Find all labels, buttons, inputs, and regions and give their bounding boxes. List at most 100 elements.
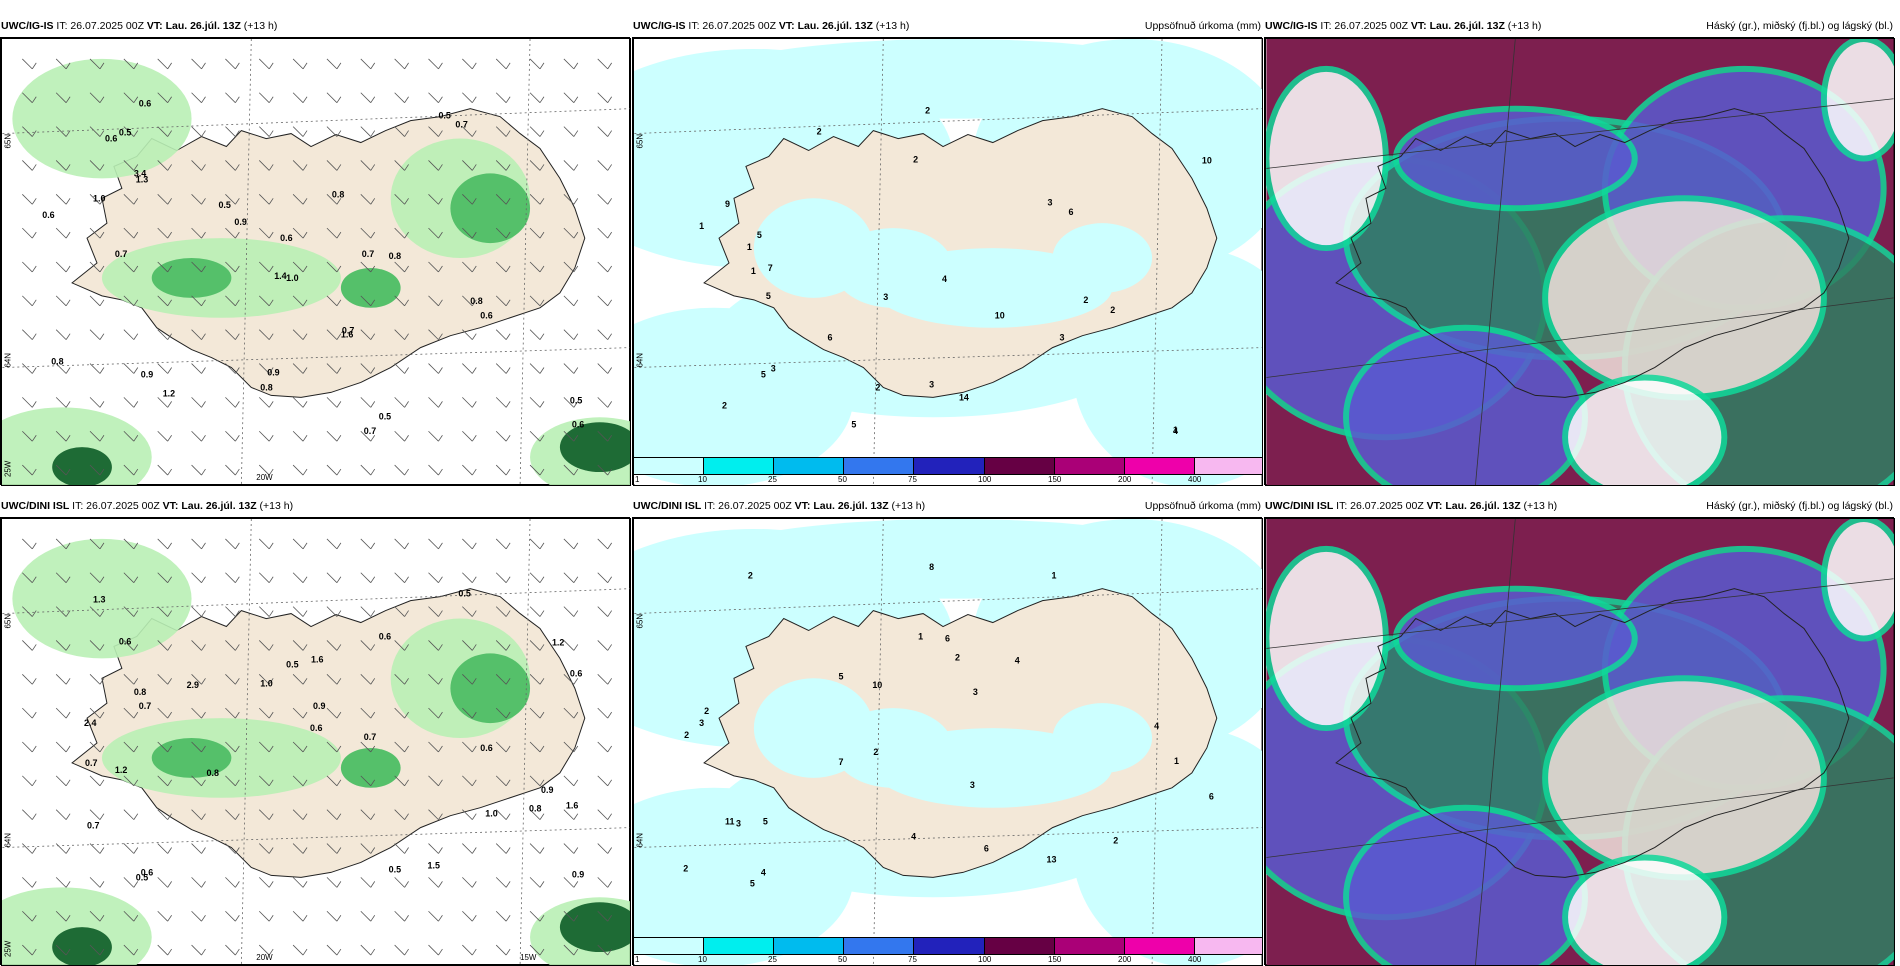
wind-barb <box>495 640 511 651</box>
wind-barb <box>191 126 206 137</box>
wind-barb <box>529 464 545 476</box>
wind-barb <box>394 363 409 374</box>
value-label: 2 <box>684 730 689 740</box>
panel-header: UWC/IG-IS IT: 26.07.2025 00Z VT: Lau. 26… <box>1265 16 1895 36</box>
wind-barb <box>394 910 409 922</box>
precip-area <box>2 407 152 485</box>
wind-barb <box>428 775 443 787</box>
value-label: 1.0 <box>260 678 272 688</box>
wind-barb <box>597 707 613 719</box>
value-label: 0.6 <box>141 867 153 877</box>
wind-barb <box>225 363 240 374</box>
wind-barb <box>563 160 579 171</box>
wind-barb <box>191 741 206 753</box>
value-label: 1.2 <box>163 388 175 398</box>
wind-barb <box>225 58 240 70</box>
precip-core <box>559 902 630 953</box>
wind-barb <box>462 843 477 854</box>
wind-barb <box>563 397 579 408</box>
wind-barb <box>360 572 376 583</box>
wind-barb <box>22 538 37 550</box>
wind-barb <box>191 160 206 171</box>
wind-barb <box>394 707 409 719</box>
model-name: UWC/IG-IS <box>633 20 686 32</box>
wind-barb <box>563 877 579 888</box>
wind-barb <box>495 572 511 583</box>
wind-barb <box>462 877 477 888</box>
wind-barb <box>462 707 477 719</box>
wind-barb <box>22 261 37 273</box>
wind-barb <box>55 538 71 550</box>
wind-barb <box>157 707 172 719</box>
colorbar-tick: 50 <box>838 475 847 484</box>
wind-barb <box>597 877 613 888</box>
wind-barb <box>292 606 308 617</box>
wind-barb <box>123 910 139 922</box>
wind-barb <box>22 606 37 617</box>
model-name: UWC/DINI ISL <box>1265 500 1334 512</box>
value-label: 10 <box>995 311 1005 321</box>
wind-barb <box>89 58 105 70</box>
wind-barb <box>55 775 71 787</box>
init-time: IT: 26.07.2025 00Z <box>1336 500 1424 512</box>
wind-barb <box>563 363 579 374</box>
colorbar-tick: 50 <box>838 955 847 964</box>
wind-barb <box>563 809 579 820</box>
wind-barb <box>258 910 274 922</box>
wind-barb <box>292 227 308 239</box>
precip-area <box>1052 223 1153 293</box>
wind-barb <box>326 606 342 617</box>
colorbar-tick: 400 <box>1188 475 1202 484</box>
value-label: 5 <box>838 671 843 681</box>
map-panel-6: UWC/DINI ISL IT: 26.07.2025 00Z VT: Lau.… <box>1264 500 1895 966</box>
wind-barb <box>157 606 172 617</box>
colorbar-swatch <box>844 938 915 954</box>
wind-barb <box>258 674 274 685</box>
wind-barb <box>157 430 172 442</box>
value-label: 0.7 <box>342 326 354 336</box>
wind-barb <box>597 430 613 442</box>
panel-header: UWC/DINI ISL IT: 26.07.2025 00Z VT: Lau.… <box>1 496 631 516</box>
wind-barb <box>563 126 579 137</box>
wind-barb <box>495 430 511 442</box>
wind-barb <box>22 329 37 340</box>
wind-barb <box>89 261 105 273</box>
value-label: 1 <box>1174 756 1179 766</box>
lat-label: 65N <box>3 614 12 629</box>
value-label: 1 <box>699 221 704 231</box>
wind-barb <box>225 843 240 854</box>
colorbar-tick: 1 <box>635 955 640 964</box>
wind-barb <box>394 674 409 685</box>
wind-barb <box>529 194 545 205</box>
wind-barb <box>258 92 274 103</box>
wind-barb <box>495 126 511 137</box>
wind-barb <box>529 775 545 787</box>
wind-barb <box>225 92 240 103</box>
value-label: 2 <box>748 571 753 581</box>
wind-barb <box>360 227 376 239</box>
wind-barb <box>529 707 545 719</box>
wind-barb <box>462 160 477 171</box>
lat-label: 25W <box>3 460 12 477</box>
wind-barb <box>495 295 511 307</box>
wind-barb <box>22 674 37 685</box>
wind-barb <box>462 809 477 820</box>
precip-core <box>52 447 112 485</box>
wind-barb <box>326 877 342 888</box>
lead-time: (+13 h) <box>875 20 910 32</box>
init-time: IT: 26.07.2025 00Z <box>56 20 144 32</box>
wind-barb <box>495 194 511 205</box>
wind-barb <box>157 363 172 374</box>
wind-barb <box>191 843 206 854</box>
valid-time: Lau. 26.júl. 13Z <box>813 500 889 512</box>
wind-barb <box>495 538 511 550</box>
wind-barb <box>292 538 308 550</box>
wind-barb <box>123 160 139 171</box>
wind-barb <box>394 877 409 888</box>
wind-barb <box>563 843 579 854</box>
value-label: 7 <box>768 263 773 273</box>
colorbar-tick: 75 <box>908 955 917 964</box>
value-label: 1.2 <box>115 765 127 775</box>
wind-barb <box>360 363 376 374</box>
